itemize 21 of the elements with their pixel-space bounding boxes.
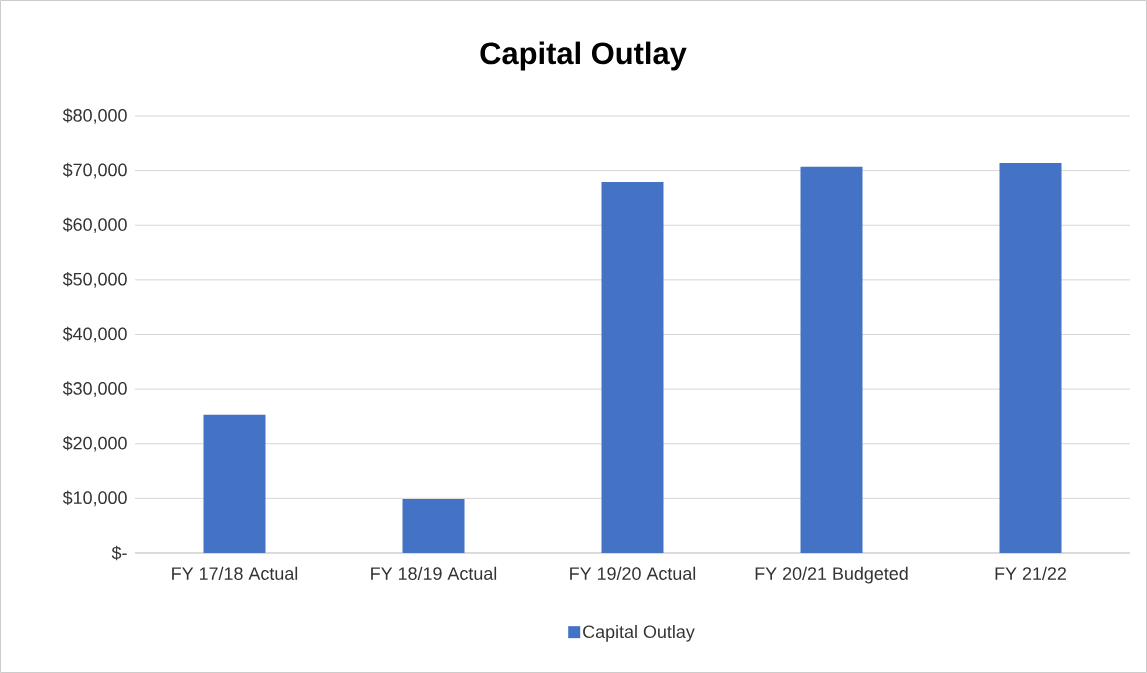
y-tick-label: $40,000 <box>62 326 127 343</box>
y-tick-label: $20,000 <box>62 435 127 452</box>
x-tick-label: FY 19/20 Actual <box>570 566 696 580</box>
x-tick-label: FY 21/22 <box>995 566 1066 580</box>
x-tick-label: FY 18/19 Actual <box>371 566 497 580</box>
legend-label: Capital Outlay <box>583 624 695 642</box>
x-tick-label: FY 20/21 Budgeted <box>755 566 908 584</box>
y-tick-label: $80,000 <box>62 108 127 124</box>
y-tick-label: $10,000 <box>62 490 127 507</box>
bar <box>601 182 664 553</box>
bar <box>999 162 1062 553</box>
y-tick-label: $- <box>111 545 127 561</box>
bar <box>402 498 465 553</box>
y-tick-label: $60,000 <box>62 217 127 234</box>
chart-title: Capital Outlay <box>480 41 687 71</box>
x-tick-label: FY 17/18 Actual <box>172 566 298 580</box>
y-tick-label: $70,000 <box>62 162 127 179</box>
bar <box>203 414 266 553</box>
y-tick-label: $30,000 <box>62 381 127 397</box>
y-tick-label: $50,000 <box>62 272 127 288</box>
bar <box>800 166 863 553</box>
